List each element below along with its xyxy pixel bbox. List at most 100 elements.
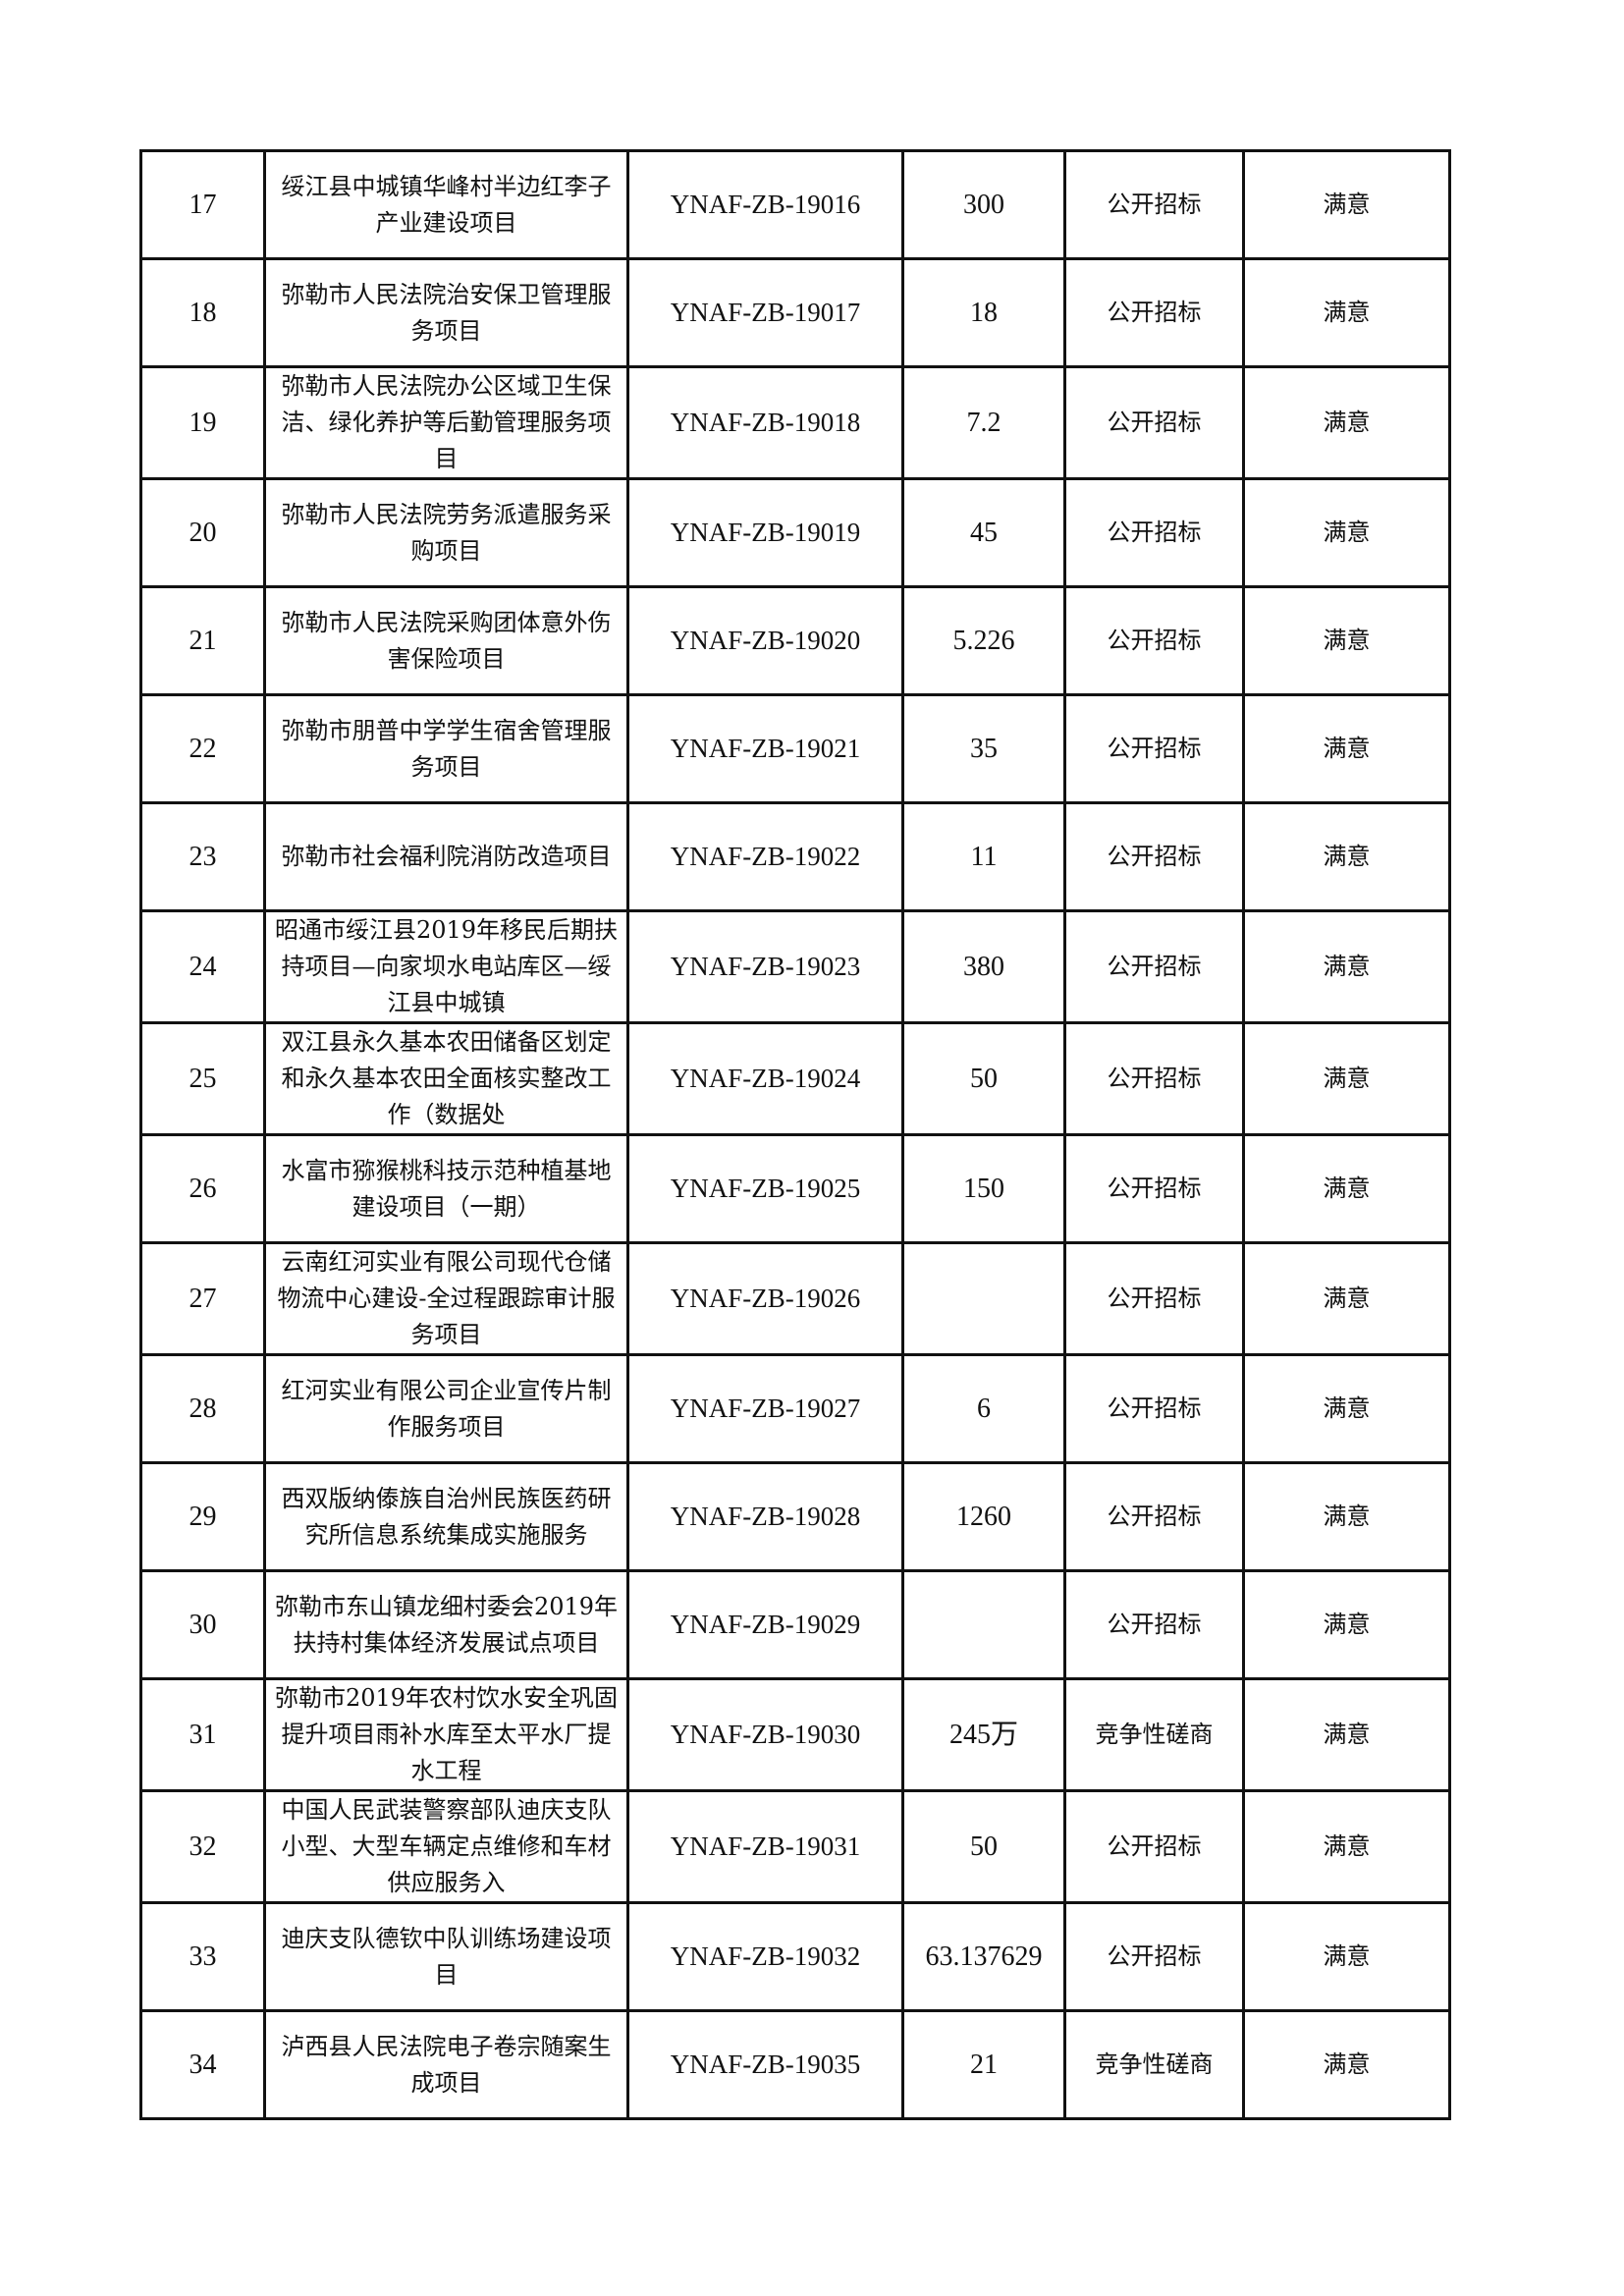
project-code: YNAF-ZB-19016 — [670, 190, 861, 219]
table-body: 17 绥江县中城镇华峰村半边红李子产业建设项目 YNAF-ZB-19016 300 公开… — [139, 149, 1451, 2120]
project-name-cell: 昭通市绥江县2019年移民后期扶持项目—向家坝水电站库区—绥江县中城镇 — [263, 909, 629, 1024]
procurement-method: 竞争性磋商 — [1095, 2050, 1214, 2078]
project-code-cell: YNAF-ZB-19028 — [626, 1461, 904, 1572]
amount-cell: 150 — [901, 1133, 1066, 1244]
procurement-method: 公开招标 — [1107, 627, 1202, 654]
evaluation-cell: 满意 — [1242, 1901, 1451, 2012]
row-number: 23 — [189, 842, 217, 872]
project-code-cell: YNAF-ZB-19032 — [626, 1901, 904, 2012]
project-name: 弥勒市2019年农村饮水安全巩固提升项目雨补水库至太平水厂提水工程 — [274, 1684, 619, 1784]
project-code-cell: YNAF-ZB-19016 — [626, 149, 904, 260]
procurement-method: 公开招标 — [1107, 1394, 1202, 1422]
project-code: YNAF-ZB-19017 — [670, 298, 861, 327]
row-number: 21 — [189, 626, 217, 656]
project-code-cell: YNAF-ZB-19021 — [626, 693, 904, 804]
amount-cell: 7.2 — [901, 365, 1066, 480]
evaluation: 满意 — [1323, 299, 1371, 326]
procurement-method-cell: 公开招标 — [1063, 257, 1245, 368]
row-number-cell: 29 — [139, 1461, 266, 1572]
project-name-cell: 弥勒市人民法院劳务派遣服务采购项目 — [263, 477, 629, 588]
table-row: 24 昭通市绥江县2019年移民后期扶持项目—向家坝水电站库区—绥江县中城镇 YNA… — [139, 909, 1451, 1024]
row-number: 28 — [189, 1394, 217, 1424]
procurement-method: 公开招标 — [1107, 1942, 1202, 1970]
procurement-method-cell: 公开招标 — [1063, 1021, 1245, 1136]
procurement-method-cell: 公开招标 — [1063, 693, 1245, 804]
amount-cell — [901, 1241, 1066, 1356]
procurement-method-cell: 竞争性磋商 — [1063, 1677, 1245, 1792]
project-code: YNAF-ZB-19023 — [670, 952, 861, 981]
evaluation-cell: 满意 — [1242, 1677, 1451, 1792]
evaluation: 满意 — [1323, 1611, 1371, 1638]
procurement-method-cell: 公开招标 — [1063, 1569, 1245, 1680]
row-number-cell: 25 — [139, 1021, 266, 1136]
procurement-method-cell: 公开招标 — [1063, 149, 1245, 260]
table-row: 27 云南红河实业有限公司现代仓储物流中心建设-全过程跟踪审计服务项目 YNAF-Z… — [139, 1241, 1451, 1356]
row-number: 30 — [189, 1610, 217, 1640]
evaluation: 满意 — [1323, 1832, 1371, 1860]
project-code-cell: YNAF-ZB-19031 — [626, 1789, 904, 1904]
amount-cell: 45 — [901, 477, 1066, 588]
row-number: 26 — [189, 1174, 217, 1204]
procurement-method-cell: 公开招标 — [1063, 1901, 1245, 2012]
evaluation-cell: 满意 — [1242, 693, 1451, 804]
evaluation: 满意 — [1323, 1394, 1371, 1422]
project-name: 西双版纳傣族自治州民族医药研究所信息系统集成实施服务 — [281, 1484, 612, 1549]
amount-cell: 50 — [901, 1789, 1066, 1904]
project-name: 水富市猕猴桃科技示范种植基地建设项目（一期） — [281, 1156, 612, 1221]
evaluation-cell: 满意 — [1242, 1569, 1451, 1680]
row-number-cell: 27 — [139, 1241, 266, 1356]
procurement-method-cell: 公开招标 — [1063, 1133, 1245, 1244]
procurement-method: 公开招标 — [1107, 953, 1202, 980]
project-code-cell: YNAF-ZB-19030 — [626, 1677, 904, 1792]
table-row: 17 绥江县中城镇华峰村半边红李子产业建设项目 YNAF-ZB-19016 300 公开… — [139, 149, 1451, 260]
project-name: 迪庆支队德钦中队训练场建设项目 — [281, 1924, 612, 1989]
evaluation: 满意 — [1323, 843, 1371, 870]
procurement-method: 公开招标 — [1107, 191, 1202, 218]
amount-cell: 21 — [901, 2009, 1066, 2120]
amount: 300 — [963, 190, 1004, 220]
evaluation: 满意 — [1323, 1503, 1371, 1530]
procurement-method: 公开招标 — [1107, 1503, 1202, 1530]
project-name-cell: 弥勒市朋普中学学生宿舍管理服务项目 — [263, 693, 629, 804]
amount: 18 — [970, 298, 998, 328]
procurement-method: 公开招标 — [1107, 409, 1202, 436]
procurement-method-cell: 公开招标 — [1063, 909, 1245, 1024]
row-number-cell: 17 — [139, 149, 266, 260]
project-name-cell: 双江县永久基本农田储备区划定和永久基本农田全面核实整改工作（数据处 — [263, 1021, 629, 1136]
project-name-cell: 云南红河实业有限公司现代仓储物流中心建设-全过程跟踪审计服务项目 — [263, 1241, 629, 1356]
evaluation: 满意 — [1323, 519, 1371, 546]
project-code-cell: YNAF-ZB-19019 — [626, 477, 904, 588]
evaluation-cell: 满意 — [1242, 2009, 1451, 2120]
table-row: 26 水富市猕猴桃科技示范种植基地建设项目（一期） YNAF-ZB-19025 150… — [139, 1133, 1451, 1244]
project-code-cell: YNAF-ZB-19018 — [626, 365, 904, 480]
evaluation: 满意 — [1323, 191, 1371, 218]
amount: 63.137629 — [925, 1941, 1043, 1972]
amount: 50 — [970, 1064, 998, 1094]
row-number-cell: 34 — [139, 2009, 266, 2120]
evaluation: 满意 — [1323, 1721, 1371, 1748]
table-row: 32 中国人民武装警察部队迪庆支队小型、大型车辆定点维修和车材供应服务入 YNAF-… — [139, 1789, 1451, 1904]
project-code-cell: YNAF-ZB-19023 — [626, 909, 904, 1024]
project-name-cell: 水富市猕猴桃科技示范种植基地建设项目（一期） — [263, 1133, 629, 1244]
procurement-method-cell: 竞争性磋商 — [1063, 2009, 1245, 2120]
project-name: 绥江县中城镇华峰村半边红李子产业建设项目 — [281, 172, 612, 237]
row-number: 25 — [189, 1064, 217, 1094]
amount: 11 — [970, 842, 998, 872]
row-number-cell: 19 — [139, 365, 266, 480]
evaluation: 满意 — [1323, 627, 1371, 654]
project-name-cell: 弥勒市人民法院采购团体意外伤害保险项目 — [263, 585, 629, 696]
row-number: 31 — [189, 1720, 217, 1750]
amount-cell: 11 — [901, 801, 1066, 912]
procurement-method-cell: 公开招标 — [1063, 1461, 1245, 1572]
project-name-cell: 弥勒市人民法院办公区域卫生保洁、绿化养护等后勤管理服务项目 — [263, 365, 629, 480]
row-number-cell: 26 — [139, 1133, 266, 1244]
project-name-cell: 弥勒市2019年农村饮水安全巩固提升项目雨补水库至太平水厂提水工程 — [263, 1677, 629, 1792]
row-number: 34 — [189, 2050, 217, 2080]
project-code-cell: YNAF-ZB-19017 — [626, 257, 904, 368]
project-code-cell: YNAF-ZB-19024 — [626, 1021, 904, 1136]
row-number-cell: 31 — [139, 1677, 266, 1792]
project-name: 双江县永久基本农田储备区划定和永久基本农田全面核实整改工作（数据处 — [281, 1028, 612, 1128]
amount: 35 — [970, 734, 998, 764]
evaluation-cell: 满意 — [1242, 585, 1451, 696]
project-name: 弥勒市人民法院办公区域卫生保洁、绿化养护等后勤管理服务项目 — [281, 372, 612, 472]
